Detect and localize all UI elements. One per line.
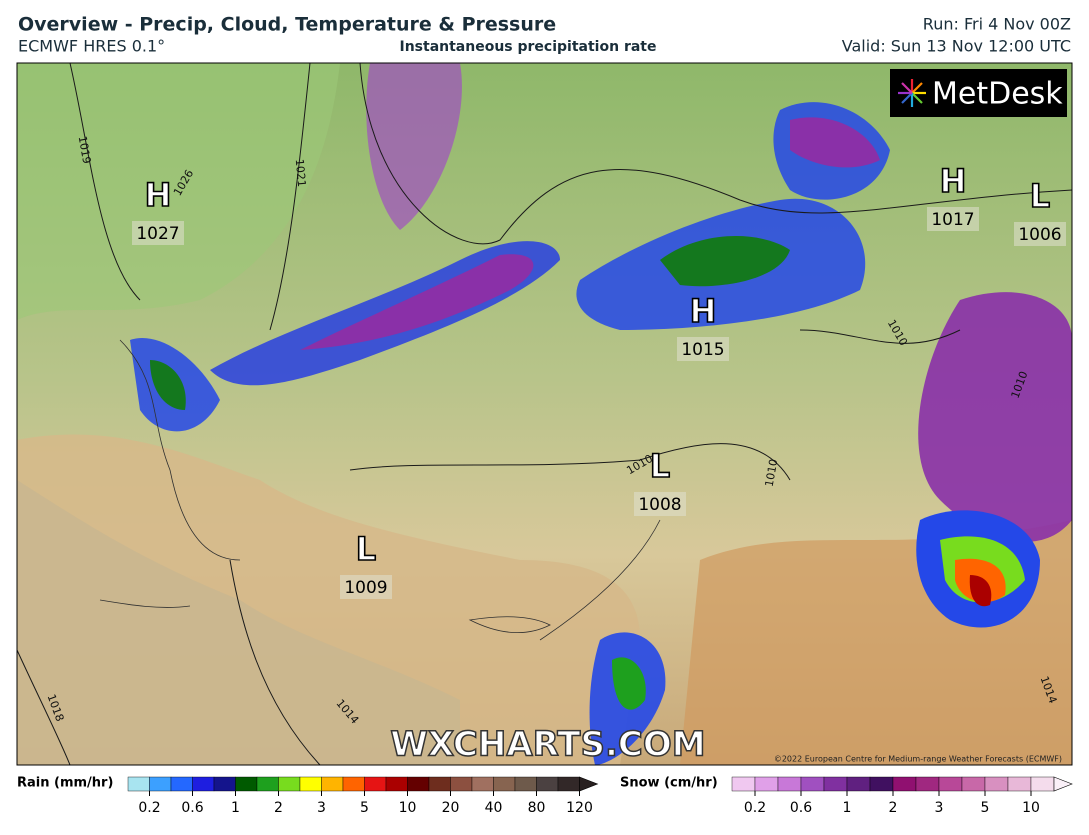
rain-tick-label: 1	[231, 800, 240, 816]
rain-tick-label: 2	[274, 800, 283, 816]
map-frame	[16, 62, 1073, 766]
rain-swatch	[471, 776, 494, 792]
pressure-value: 1006	[1018, 225, 1061, 245]
rain-swatch	[256, 776, 279, 792]
rain-legend-label: Rain (mm/hr)	[17, 776, 113, 791]
snow-swatch	[869, 776, 894, 792]
rain-tick-label: 0.6	[181, 800, 203, 816]
snow-swatch	[754, 776, 779, 792]
pressure-value: 1008	[638, 495, 681, 515]
pressure-value: 1027	[136, 224, 179, 244]
snow-tick-label: 1	[843, 800, 852, 816]
title: Overview - Precip, Cloud, Temperature & …	[18, 14, 556, 36]
snow-swatch	[1030, 776, 1055, 792]
watermark: WXCHARTS.COM	[390, 725, 705, 765]
pressure-value: 1015	[681, 340, 724, 360]
snow-swatch	[984, 776, 1009, 792]
snow-swatch	[1007, 776, 1032, 792]
pressure-symbol: L	[1030, 177, 1050, 215]
label-backdrop	[340, 575, 392, 599]
rain-swatch	[579, 776, 599, 792]
isobar-label: 1021	[293, 158, 308, 187]
rain-swatch	[213, 776, 236, 792]
snow-swatch	[800, 776, 825, 792]
label-backdrop	[1014, 222, 1066, 246]
label-backdrop	[677, 337, 729, 361]
label-backdrop	[927, 207, 979, 231]
snow-tick-label: 3	[935, 800, 944, 816]
label-backdrop	[132, 221, 184, 245]
rain-swatch	[364, 776, 387, 792]
rain-swatch	[407, 776, 430, 792]
rain-tick-label: 120	[566, 800, 593, 816]
rain-swatch	[127, 776, 150, 792]
isobar-label: 1010	[763, 458, 781, 488]
rain-swatch	[342, 776, 365, 792]
rain-swatch	[321, 776, 344, 792]
rain-swatch	[385, 776, 408, 792]
rain-swatch	[235, 776, 258, 792]
logo: MetDesk	[932, 77, 1063, 112]
snow-tick-label: 5	[981, 800, 990, 816]
snow-tick-label: 10	[1022, 800, 1040, 816]
rain-tick-label: 40	[485, 800, 503, 816]
copyright: ©2022 European Centre for Medium-range W…	[774, 755, 1062, 764]
rain-tick-label: 5	[360, 800, 369, 816]
map	[17, 63, 1072, 765]
pressure-symbol: H	[690, 292, 717, 330]
run: Run: Fri 4 Nov 00Z	[923, 15, 1071, 34]
snow-swatch	[938, 776, 963, 792]
rain-tick-label: 0.2	[138, 800, 160, 816]
rain-swatch	[536, 776, 559, 792]
pressure-symbol: H	[145, 176, 172, 214]
snow-swatch	[961, 776, 986, 792]
snow-legend-label: Snow (cm/hr)	[620, 776, 718, 791]
rain-swatch	[170, 776, 193, 792]
pressure-symbol: H	[940, 162, 967, 200]
rain-swatch	[299, 776, 322, 792]
rain-swatch	[450, 776, 473, 792]
snow-swatch	[892, 776, 917, 792]
snow-swatch	[915, 776, 940, 792]
pressure-symbol: L	[356, 530, 376, 568]
rain-swatch	[493, 776, 516, 792]
rain-tick-label: 20	[442, 800, 460, 816]
snow-swatch	[1053, 776, 1073, 792]
rain-tick-label: 10	[399, 800, 417, 816]
valid: Valid: Sun 13 Nov 12:00 UTC	[842, 37, 1071, 56]
snow-swatch	[731, 776, 756, 792]
label-backdrop	[634, 492, 686, 516]
subtitle: Instantaneous precipitation rate	[400, 39, 657, 55]
pressure-symbol: L	[650, 447, 670, 485]
rain-swatch	[428, 776, 451, 792]
rain-tick-label: 80	[528, 800, 546, 816]
pressure-value: 1017	[931, 210, 974, 230]
rain-tick-label: 3	[317, 800, 326, 816]
isobar-label: 1019	[76, 135, 94, 165]
rain-swatch	[278, 776, 301, 792]
snow-tick-label: 2	[889, 800, 898, 816]
rain-swatch	[192, 776, 215, 792]
snow-tick-label: 0.2	[744, 800, 766, 816]
snow-swatch	[846, 776, 871, 792]
snow-swatch	[777, 776, 802, 792]
rain-swatch	[557, 776, 580, 792]
snow-swatch	[823, 776, 848, 792]
model: ECMWF HRES 0.1°	[18, 37, 165, 56]
rain-swatch	[514, 776, 537, 792]
pressure-value: 1009	[344, 578, 387, 598]
rain-swatch	[149, 776, 172, 792]
snow-tick-label: 0.6	[790, 800, 812, 816]
